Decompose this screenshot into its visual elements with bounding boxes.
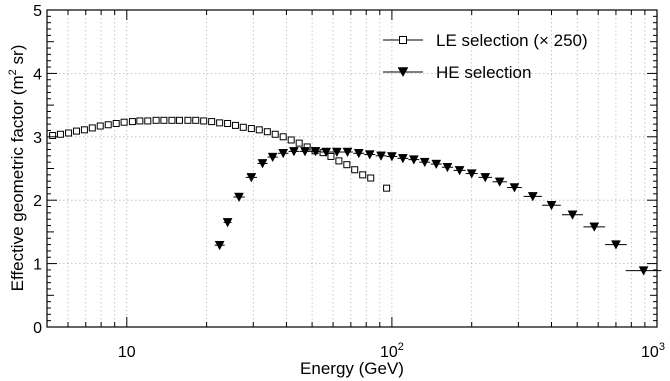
he-point: [494, 177, 505, 187]
le-point: [160, 116, 168, 124]
le-point: [96, 122, 104, 130]
le-point: [65, 129, 73, 137]
le-point: [351, 166, 359, 174]
he-point: [480, 173, 491, 183]
he-point: [397, 154, 408, 164]
he-point: [638, 266, 649, 276]
y-tick-label: 3: [33, 130, 42, 147]
he-point: [214, 240, 225, 251]
le-point: [175, 116, 183, 124]
he-point: [246, 173, 257, 183]
le-point: [247, 125, 255, 133]
le-point: [224, 119, 232, 127]
le-point: [295, 139, 303, 147]
he-point: [300, 147, 310, 157]
le-point: [383, 184, 391, 192]
le-point: [279, 133, 287, 141]
he-point: [289, 147, 299, 157]
y-tick-label: 0: [33, 320, 42, 337]
he-point: [527, 192, 538, 202]
y-tick-label: 2: [33, 193, 42, 210]
y-tick-label: 5: [33, 3, 42, 20]
le-point: [88, 124, 96, 132]
legend-le-marker: [399, 36, 407, 44]
he-point: [589, 222, 600, 232]
he-point: [431, 159, 442, 170]
he-point: [454, 166, 465, 176]
he-point: [466, 169, 477, 179]
legend-he-label: HE selection: [436, 63, 531, 82]
y-tick-label: 1: [33, 257, 42, 274]
series-he-selection: [214, 147, 662, 276]
le-point: [216, 119, 224, 127]
he-point: [386, 152, 397, 162]
x-tick-labels: 10 102 103: [118, 341, 665, 361]
le-point: [152, 116, 160, 124]
he-point: [267, 152, 278, 163]
le-point: [231, 121, 239, 129]
le-point: [343, 161, 351, 169]
y-axis-title-sup: 2: [7, 69, 19, 75]
legend: LE selection (× 250) HE selection: [383, 31, 588, 82]
series-le-selection: [49, 116, 391, 192]
le-point: [128, 118, 136, 126]
x-axis-title: Energy (GeV): [300, 359, 404, 378]
he-point: [278, 149, 289, 159]
x-tick-label: 10: [118, 344, 136, 361]
le-point: [49, 132, 57, 140]
le-point: [80, 126, 88, 134]
legend-he-marker: [397, 67, 409, 78]
x-tick-label: 102: [380, 341, 404, 361]
le-point: [72, 127, 80, 135]
he-point: [310, 147, 321, 157]
le-point: [136, 117, 144, 125]
he-point: [321, 147, 332, 158]
y-axis-title-end: sr): [8, 45, 27, 70]
le-point: [287, 136, 295, 144]
le-point: [120, 118, 128, 126]
le-point: [359, 171, 367, 179]
le-point: [184, 116, 192, 124]
he-point: [234, 192, 244, 203]
he-point: [342, 147, 353, 158]
le-point: [255, 126, 263, 134]
le-point: [168, 116, 176, 124]
le-point: [208, 118, 216, 126]
le-point: [56, 130, 64, 138]
y-axis-title: Effective geometric factor (m2 sr): [7, 45, 27, 292]
grid: [46, 10, 657, 327]
y-tick-labels: 0 1 2 3 4 5: [33, 3, 42, 337]
he-point: [353, 149, 364, 159]
le-point: [104, 121, 112, 129]
legend-le-label: LE selection (× 250): [436, 31, 588, 50]
he-point: [364, 150, 375, 160]
le-point: [327, 152, 335, 160]
le-point: [239, 123, 247, 131]
le-point: [335, 157, 343, 165]
he-point: [509, 183, 520, 193]
le-point: [112, 119, 120, 127]
he-point: [376, 151, 386, 161]
le-point: [263, 128, 271, 136]
he-point: [331, 147, 342, 158]
le-point: [200, 117, 208, 125]
he-point: [442, 162, 453, 173]
y-tick-label: 4: [33, 66, 42, 83]
axis-ticks: [46, 9, 657, 328]
he-point: [611, 240, 621, 250]
le-point: [271, 130, 279, 138]
he-point: [419, 157, 430, 168]
le-point: [367, 174, 375, 182]
he-point: [408, 155, 419, 165]
y-axis-title-main: Effective geometric factor (m: [8, 75, 27, 291]
he-point: [567, 210, 578, 220]
le-point: [144, 117, 152, 125]
he-point: [222, 218, 233, 228]
le-point: [192, 116, 200, 124]
he-point: [257, 159, 268, 169]
he-point: [546, 201, 557, 211]
x-tick-label: 103: [641, 341, 665, 361]
